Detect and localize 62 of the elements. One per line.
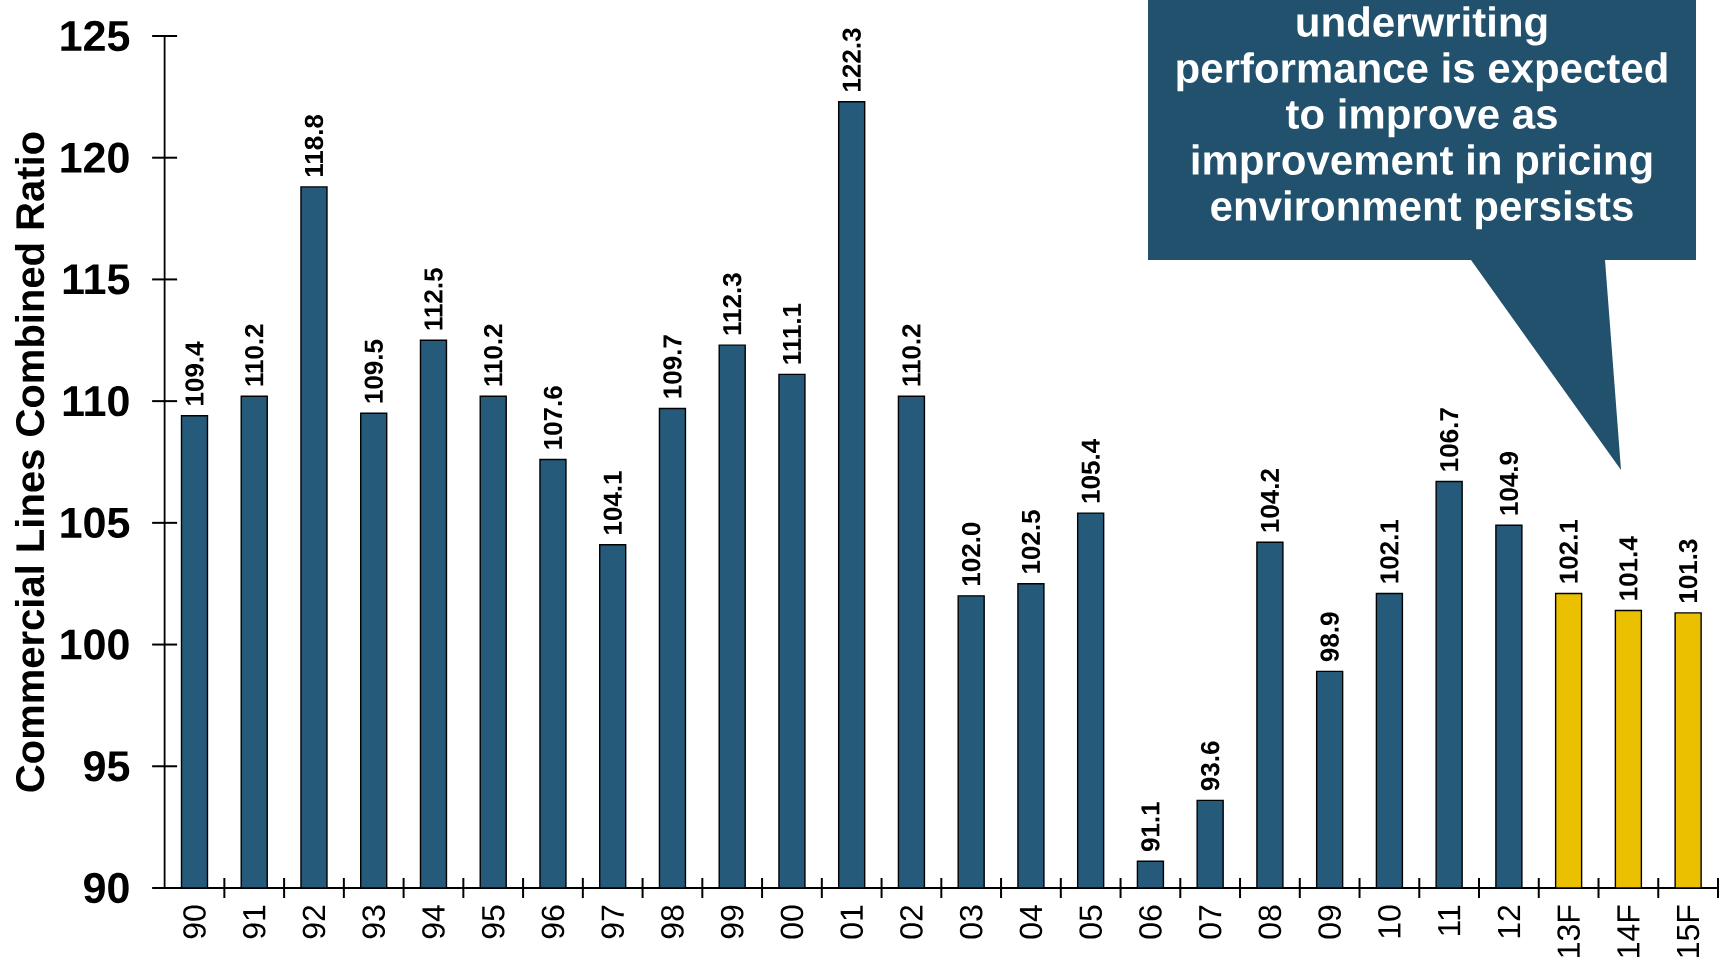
x-tick-label: 97 <box>601 905 625 939</box>
data-label: 122.3 <box>842 28 861 91</box>
x-tick-label: 13F <box>1557 905 1580 957</box>
x-tick-label: 96 <box>541 905 565 939</box>
x-tick-label: 90 <box>183 905 206 939</box>
data-label: 101.4 <box>1619 536 1638 600</box>
x-tick-label: 98 <box>661 905 684 939</box>
x-tick-label: 93 <box>362 905 386 939</box>
data-label: 112.5 <box>424 268 443 330</box>
x-tick-label: 03 <box>959 905 983 939</box>
x-tick-label: 14F <box>1617 905 1640 957</box>
x-tick-label: 06 <box>1139 905 1162 939</box>
x-tick-label: 04 <box>1019 905 1043 939</box>
data-label: 104.2 <box>1260 469 1280 532</box>
y-tick-label: 110 <box>63 385 129 417</box>
annotation: underwriting performance is expected to improve as improvement in pricing environment persists <box>1177 6 1667 230</box>
data-label: 102.5 <box>1021 510 1041 573</box>
y-tick-label: 100 <box>61 629 129 660</box>
x-tick-label: 05 <box>1079 905 1102 939</box>
data-label: 102.1 <box>1559 519 1578 583</box>
data-label: 106.7 <box>1439 408 1459 471</box>
x-tick-label: 07 <box>1198 905 1222 939</box>
y-tick-label: 90 <box>84 872 129 904</box>
data-label: 93.6 <box>1200 741 1220 791</box>
y-axis-title: Commercial Lines Combined Ratio <box>14 132 45 792</box>
x-tick-label: 95 <box>481 905 505 939</box>
data-label: 111.1 <box>782 303 801 364</box>
x-tick-label: 08 <box>1258 905 1282 939</box>
y-tick-label: 115 <box>63 264 130 295</box>
data-label: 102.0 <box>961 522 981 586</box>
data-label: 109.5 <box>364 339 383 403</box>
y-tick-label: 95 <box>84 751 130 782</box>
y-tick-label: 105 <box>61 507 130 539</box>
x-tick-label: 11 <box>1438 905 1461 935</box>
data-label: 91.1 <box>1141 802 1160 852</box>
data-label: 110.2 <box>245 324 264 386</box>
x-tick-label: 01 <box>840 905 864 939</box>
data-label: 110.2 <box>902 324 921 386</box>
x-tick-label: 99 <box>720 905 744 939</box>
data-label: 105.4 <box>1081 438 1100 503</box>
x-tick-label: 15F <box>1676 905 1700 957</box>
data-label: 118.8 <box>304 114 324 177</box>
x-tick-label: 92 <box>302 905 326 939</box>
x-tick-label: 91 <box>242 905 266 939</box>
x-tick-label: 10 <box>1378 905 1401 938</box>
x-tick-label: 09 <box>1318 905 1341 939</box>
data-label: 104.1 <box>603 471 622 534</box>
x-tick-label: 02 <box>900 905 923 939</box>
data-label: 101.3 <box>1678 539 1698 603</box>
y-tick-label: 125 <box>61 20 130 52</box>
x-tick-label: 12 <box>1497 905 1521 938</box>
data-label: 107.6 <box>543 386 563 449</box>
data-label: 109.4 <box>185 341 204 405</box>
data-label: 110.2 <box>484 324 503 386</box>
x-tick-label: 00 <box>780 905 804 939</box>
x-tick-label: 94 <box>422 905 445 939</box>
data-label: 112.3 <box>722 273 742 335</box>
data-label: 104.9 <box>1499 451 1519 515</box>
data-label: 109.7 <box>663 335 682 398</box>
y-tick-label: 120 <box>61 142 129 173</box>
data-label: 102.1 <box>1380 519 1399 583</box>
data-label: 98.9 <box>1320 612 1339 662</box>
